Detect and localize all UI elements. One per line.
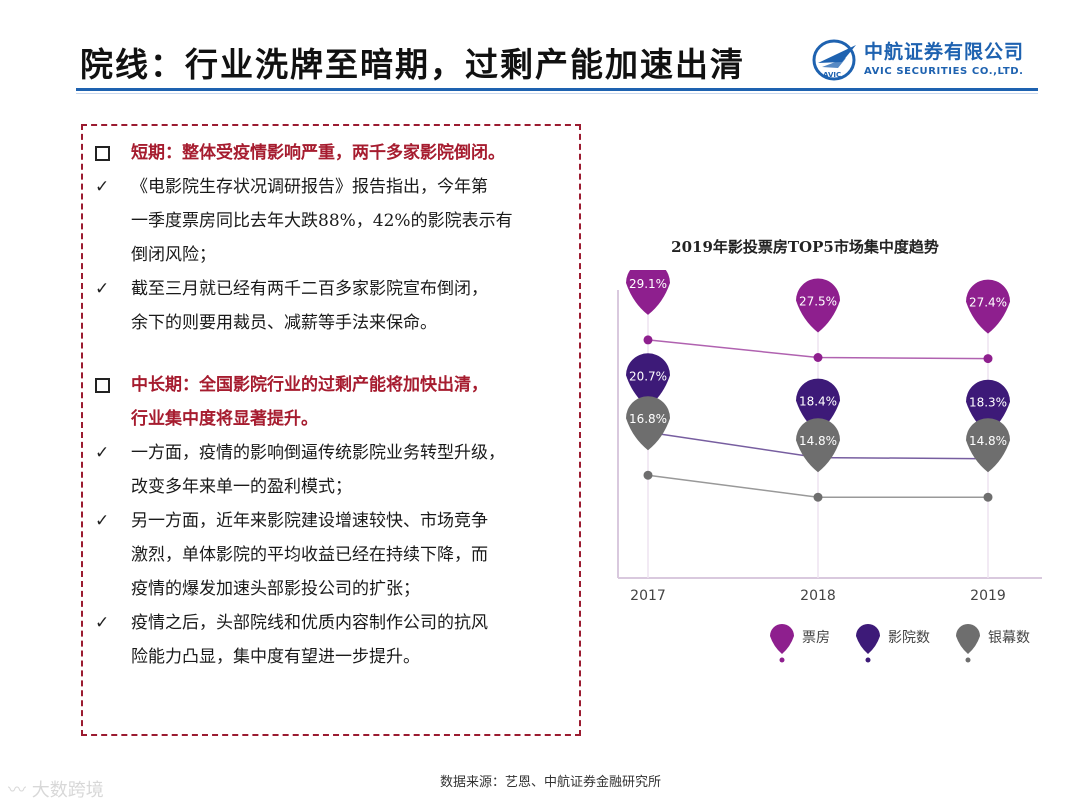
data-label-pin: 18.3% <box>966 379 1010 434</box>
data-label: 20.7% <box>629 369 667 383</box>
checkmark-icon: ✓ <box>95 177 110 197</box>
bullet-item: ✓ 一方面，疫情的影响倒逼传统影院业务转型升级， 改变多年来单一的盈利模式； <box>95 436 579 504</box>
data-label-pin: 27.5% <box>796 278 840 333</box>
bullet-item: ✓ 截至三月就已经有两千二百多家影院宣布倒闭， 余下的则要用裁员、减薪等手法来保命… <box>95 272 579 340</box>
data-point <box>983 354 993 364</box>
data-label-pin: 27.4% <box>966 279 1010 334</box>
page-title: 院线：行业洗牌至暗期，过剩产能加速出清 <box>80 45 745 84</box>
section-heading: 中长期：全国影院行业的过剩产能将加快出清， 行业集中度将显著提升。 <box>95 368 579 436</box>
pin-shape <box>796 418 840 473</box>
line-chart: 2017 2018 2019 29.1% 27.5% 27.4% 20.7% 18.4% 18.… <box>617 270 1042 663</box>
checkmark-icon: ✓ <box>95 511 110 531</box>
chart-title: 2019年影投票房TOP5市场集中度趋势 <box>671 238 939 256</box>
item-text: 另一方面，近年来影院建设增速较快、市场竞争 激烈，单体影院的平均收益已经在持续下… <box>131 511 488 599</box>
data-label: 14.8% <box>799 434 837 448</box>
svg-text:AVIC: AVIC <box>823 71 841 79</box>
header-divider-thin <box>76 93 1038 94</box>
legend-label: 影院数 <box>888 630 930 646</box>
data-label-pin: 29.1% <box>626 270 670 315</box>
pin-shape <box>966 279 1010 334</box>
checkmark-icon: ✓ <box>95 613 110 633</box>
watermark-text: 大数跨境 <box>31 780 104 801</box>
data-label-pin: 18.4% <box>796 378 840 433</box>
pin-shape <box>966 418 1010 473</box>
checkbox-square-icon <box>95 146 110 161</box>
section-gap <box>95 340 579 368</box>
data-label: 27.4% <box>969 296 1007 310</box>
checkmark-icon: ✓ <box>95 443 110 463</box>
logo-company-name-en: AVIC SECURITIES CO.,LTD. <box>864 66 1024 77</box>
data-label: 18.4% <box>799 395 837 409</box>
data-label-pin: 16.8% <box>626 396 670 451</box>
data-point <box>643 335 653 345</box>
data-label: 18.3% <box>969 396 1007 410</box>
bullet-item: ✓ 《电影院生存状况调研报告》报告指出，今年第 一季度票房同比去年大跌88%，42… <box>95 170 579 272</box>
x-tick-label: 2017 <box>630 588 666 604</box>
data-label: 14.8% <box>969 434 1007 448</box>
legend-dot <box>965 657 971 663</box>
legend-label: 票房 <box>802 630 830 646</box>
pin-shape <box>626 353 670 408</box>
data-point <box>813 353 823 362</box>
bullet-item: ✓ 疫情之后，头部院线和优质内容制作公司的抗风 险能力凸显，集中度有望进一步提升。 <box>95 606 579 674</box>
item-text: 一方面，疫情的影响倒逼传统影院业务转型升级， 改变多年来单一的盈利模式； <box>131 443 505 497</box>
item-text: 《电影院生存状况调研报告》报告指出，今年第 一季度票房同比去年大跌88%，42%… <box>131 177 513 265</box>
data-label: 27.5% <box>799 295 837 309</box>
pin-shape <box>966 379 1010 434</box>
source-note: 数据来源：艺恩、中航证券金融研究所 <box>440 775 662 790</box>
data-label-pin: 14.8% <box>796 418 840 473</box>
data-label: 29.1% <box>629 277 667 291</box>
header-divider <box>76 88 1038 91</box>
logo-company-name: 中航证券有限公司 <box>864 41 1025 63</box>
x-tick-label: 2019 <box>970 588 1006 604</box>
data-label-pin: 20.7% <box>626 353 670 408</box>
data-point <box>983 492 993 502</box>
watermark-logo-icon: 〰 <box>8 780 26 801</box>
legend-dot <box>779 657 785 663</box>
legend-dot <box>865 657 871 663</box>
pin-shape <box>626 396 670 451</box>
data-point <box>813 492 823 502</box>
content-box: 短期：整体受疫情影响严重，两千多家影院倒闭。 ✓ 《电影院生存状况调研报告》报告指出… <box>81 124 581 736</box>
pin-shape <box>796 378 840 433</box>
data-label: 16.8% <box>629 412 667 426</box>
item-text: 疫情之后，头部院线和优质内容制作公司的抗风 险能力凸显，集中度有望进一步提升。 <box>131 613 488 667</box>
pin-shape <box>796 278 840 333</box>
data-point <box>643 470 653 480</box>
legend-pin-icon <box>856 624 880 654</box>
bullet-item: ✓ 另一方面，近年来影院建设增速较快、市场竞争 激烈，单体影院的平均收益已经在持续… <box>95 504 579 606</box>
watermark: 〰 大数跨境 <box>8 776 104 802</box>
item-text: 短期：整体受疫情影响严重，两千多家影院倒闭。 <box>131 143 505 163</box>
x-tick-label: 2018 <box>800 588 836 604</box>
legend-label: 银幕数 <box>988 630 1030 646</box>
company-logo: AVIC 中航证券有限公司 AVIC SECURITIES CO.,LTD. <box>812 36 1042 82</box>
data-label-pin: 14.8% <box>966 418 1010 473</box>
legend-pin-icon <box>770 624 794 654</box>
legend-pin-icon <box>956 624 980 654</box>
avic-wing-icon: AVIC <box>812 39 856 81</box>
checkmark-icon: ✓ <box>95 279 110 299</box>
item-text: 中长期：全国影院行业的过剩产能将加快出清， 行业集中度将显著提升。 <box>131 375 488 429</box>
item-text: 截至三月就已经有两千二百多家影院宣布倒闭， 余下的则要用裁员、减薪等手法来保命。 <box>131 279 488 333</box>
checkbox-square-icon <box>95 378 110 393</box>
pin-shape <box>626 270 670 315</box>
section-heading: 短期：整体受疫情影响严重，两千多家影院倒闭。 <box>95 136 579 170</box>
